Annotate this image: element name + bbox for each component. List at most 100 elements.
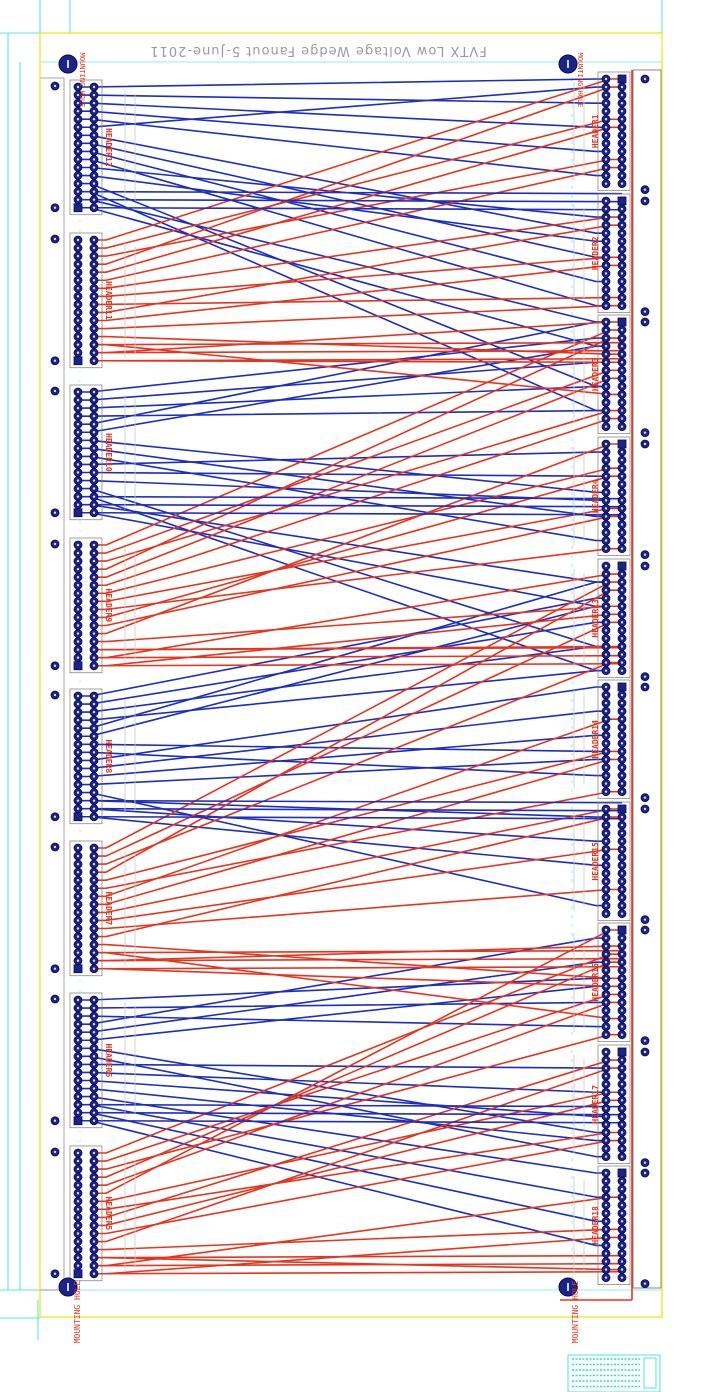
pad-drill [53, 967, 57, 970]
pad-drill [643, 320, 647, 324]
pad-drill [92, 735, 96, 738]
pad-drill [620, 718, 624, 721]
trace-bottom [78, 815, 608, 867]
pad-drill [620, 523, 624, 526]
pad-drill [92, 254, 96, 258]
title-block-cell [643, 1357, 657, 1389]
pad-drill [620, 993, 624, 996]
pad-drill [92, 656, 96, 659]
pad-drill [604, 896, 608, 899]
pad-drill [76, 351, 80, 354]
pad-drill [604, 272, 608, 275]
pad-drill [604, 1001, 608, 1004]
pad-drill [92, 846, 96, 850]
pad-drill [620, 1179, 624, 1183]
pad-drill [604, 166, 608, 169]
pad-drill [92, 1167, 96, 1171]
pad-drill [76, 751, 80, 754]
pad-drill [604, 369, 608, 372]
pad-drill [92, 406, 96, 410]
pad-drill [620, 985, 624, 988]
pad-drill [604, 1050, 608, 1054]
pad-drill [92, 166, 96, 169]
pad-drill [620, 969, 624, 972]
pad-drill [620, 1131, 624, 1134]
right-connector-outline [597, 801, 631, 922]
pad-drill [620, 1204, 624, 1207]
pad-drill [620, 1195, 624, 1199]
pad-drill [604, 872, 608, 875]
pad-drill [620, 280, 624, 283]
pad-drill [604, 782, 608, 785]
pad-drill [620, 425, 624, 428]
pad-drill [604, 458, 608, 462]
pad-drill [604, 207, 608, 211]
pad-drill [76, 1022, 80, 1026]
trace-top [94, 264, 622, 322]
pad-drill [92, 1071, 96, 1074]
trace-bottom [78, 86, 608, 129]
pad-drill [620, 904, 624, 907]
pad-drill [604, 377, 608, 380]
pad-drill [53, 389, 57, 393]
pad-drill [620, 475, 624, 478]
pad-drill [604, 442, 608, 446]
pad-drill [76, 767, 80, 770]
pad-drill [604, 1107, 608, 1110]
pad-drill [604, 621, 608, 624]
pad-drill [604, 856, 608, 859]
mounting-holes [58, 54, 578, 1297]
square-pad [617, 439, 627, 449]
square-pad [617, 317, 627, 327]
pad-drill [620, 734, 624, 737]
pad-drill [76, 735, 80, 738]
pad-drill [92, 1184, 96, 1187]
trace-top [94, 605, 622, 643]
pad-drill [604, 77, 608, 81]
pad-drill [620, 150, 624, 153]
pad-drill [92, 791, 96, 794]
pad-drill [76, 1087, 80, 1090]
pad-drill [604, 1115, 608, 1118]
pad-drill [604, 1131, 608, 1134]
pad-drill [604, 1268, 608, 1271]
pad-drill [76, 640, 80, 643]
pad-drill [92, 567, 96, 571]
pad-drill [92, 174, 96, 177]
pad-drill [604, 880, 608, 883]
pad-drill [604, 150, 608, 153]
pad-drill [92, 335, 96, 338]
trace-top [94, 158, 622, 257]
pad-drill [620, 1099, 624, 1102]
trace-top [94, 329, 622, 546]
pad-drill [620, 1107, 624, 1110]
pad-drill [643, 1050, 647, 1054]
trace-straight [93, 1111, 623, 1116]
pad-drill [620, 377, 624, 380]
pad-drill [76, 1103, 80, 1106]
pad-drill [604, 353, 608, 356]
pad-drill [92, 1248, 96, 1251]
pad-drill [92, 702, 96, 706]
trace-top [94, 417, 622, 587]
pad-drill [604, 750, 608, 753]
left-connector-label: HEADER11 [104, 281, 113, 320]
pad-drill [604, 547, 608, 550]
pad-drill [92, 1272, 96, 1275]
pad-drill [604, 1058, 608, 1062]
silkscreen-layer [69, 71, 631, 1286]
pad-drill [76, 702, 80, 706]
pad-drill [92, 559, 96, 563]
pad-drill [76, 959, 80, 962]
pad-drill [643, 675, 647, 678]
pad-drill [76, 118, 80, 121]
pad-drill [92, 118, 96, 121]
pad-drill [92, 303, 96, 306]
pad-drill [76, 743, 80, 746]
pad-drill [92, 783, 96, 786]
pad-drill [92, 390, 96, 394]
trace-straight [93, 503, 623, 508]
pad-drill [620, 393, 624, 396]
title-block-frame [567, 1354, 661, 1392]
pad-drill [76, 134, 80, 137]
